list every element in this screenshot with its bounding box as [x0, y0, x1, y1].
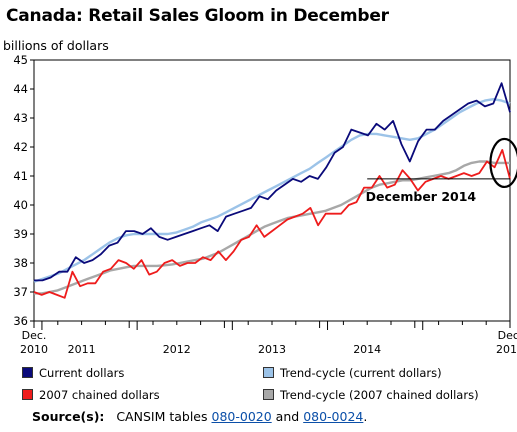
legend-chained-dollars: 2007 chained dollars: [22, 388, 160, 402]
series-line-trend-cycle-2007-chained-dollars: [34, 160, 510, 295]
legend-trend-chained: Trend-cycle (2007 chained dollars): [263, 388, 479, 402]
source-label: Source(s):: [32, 409, 105, 424]
y-axis-unit-label: billions of dollars: [3, 38, 109, 53]
y-tick-label: 40: [13, 198, 28, 212]
chart-title: Canada: Retail Sales Gloom in December: [6, 6, 389, 26]
y-tick-label: 37: [13, 285, 28, 299]
legend-current-dollars: Current dollars: [22, 366, 124, 380]
x-tick-label-month: Dec.: [22, 329, 47, 342]
legend-label-chained: 2007 chained dollars: [39, 388, 160, 402]
annotation-december-2014: December 2014: [366, 189, 477, 204]
series-line-trend-cycle-current-dollars: [33, 97, 511, 283]
y-tick-label: 38: [13, 256, 28, 270]
legend-swatch-trend-current: [263, 367, 274, 378]
x-tick-label-year: 2010: [20, 343, 48, 356]
source-note: Source(s): CANSIM tables 080-0020 and 08…: [32, 409, 367, 424]
x-tick-label-month: Dec.: [498, 329, 517, 342]
source-text: CANSIM tables: [116, 409, 208, 424]
x-tick-label-year: 2015: [496, 343, 517, 356]
legend-label-trend-current: Trend-cycle (current dollars): [280, 366, 442, 380]
x-tick-label-year: 2011: [68, 343, 96, 356]
legend-swatch-current: [22, 367, 33, 378]
x-tick-label-year: 2014: [353, 343, 381, 356]
y-tick-label: 45: [13, 53, 28, 67]
legend-label-current: Current dollars: [39, 366, 125, 380]
legend-swatch-trend-chained: [263, 389, 274, 400]
x-tick-label-year: 2013: [258, 343, 286, 356]
x-tick-label-year: 2012: [163, 343, 191, 356]
source-link-080-0020[interactable]: 080-0020: [211, 409, 272, 424]
legend-trend-current: Trend-cycle (current dollars): [263, 366, 442, 380]
y-tick-label: 36: [13, 314, 28, 328]
highlight-ellipse: [489, 137, 517, 189]
legend-label-trend-chained: Trend-cycle (2007 chained dollars): [280, 388, 479, 402]
y-tick-label: 39: [13, 227, 28, 241]
y-tick-label: 43: [13, 111, 28, 125]
y-tick-label: 42: [13, 140, 28, 154]
series-line-current-dollars: [34, 82, 511, 282]
source-and: and: [275, 409, 300, 424]
y-tick-label: 41: [13, 169, 28, 183]
y-tick-label: 44: [13, 82, 28, 96]
source-link-080-0024[interactable]: 080-0024: [303, 409, 364, 424]
series-line-2007-chained-dollars: [33, 148, 511, 299]
legend-swatch-chained: [22, 389, 33, 400]
source-period: .: [363, 409, 368, 424]
